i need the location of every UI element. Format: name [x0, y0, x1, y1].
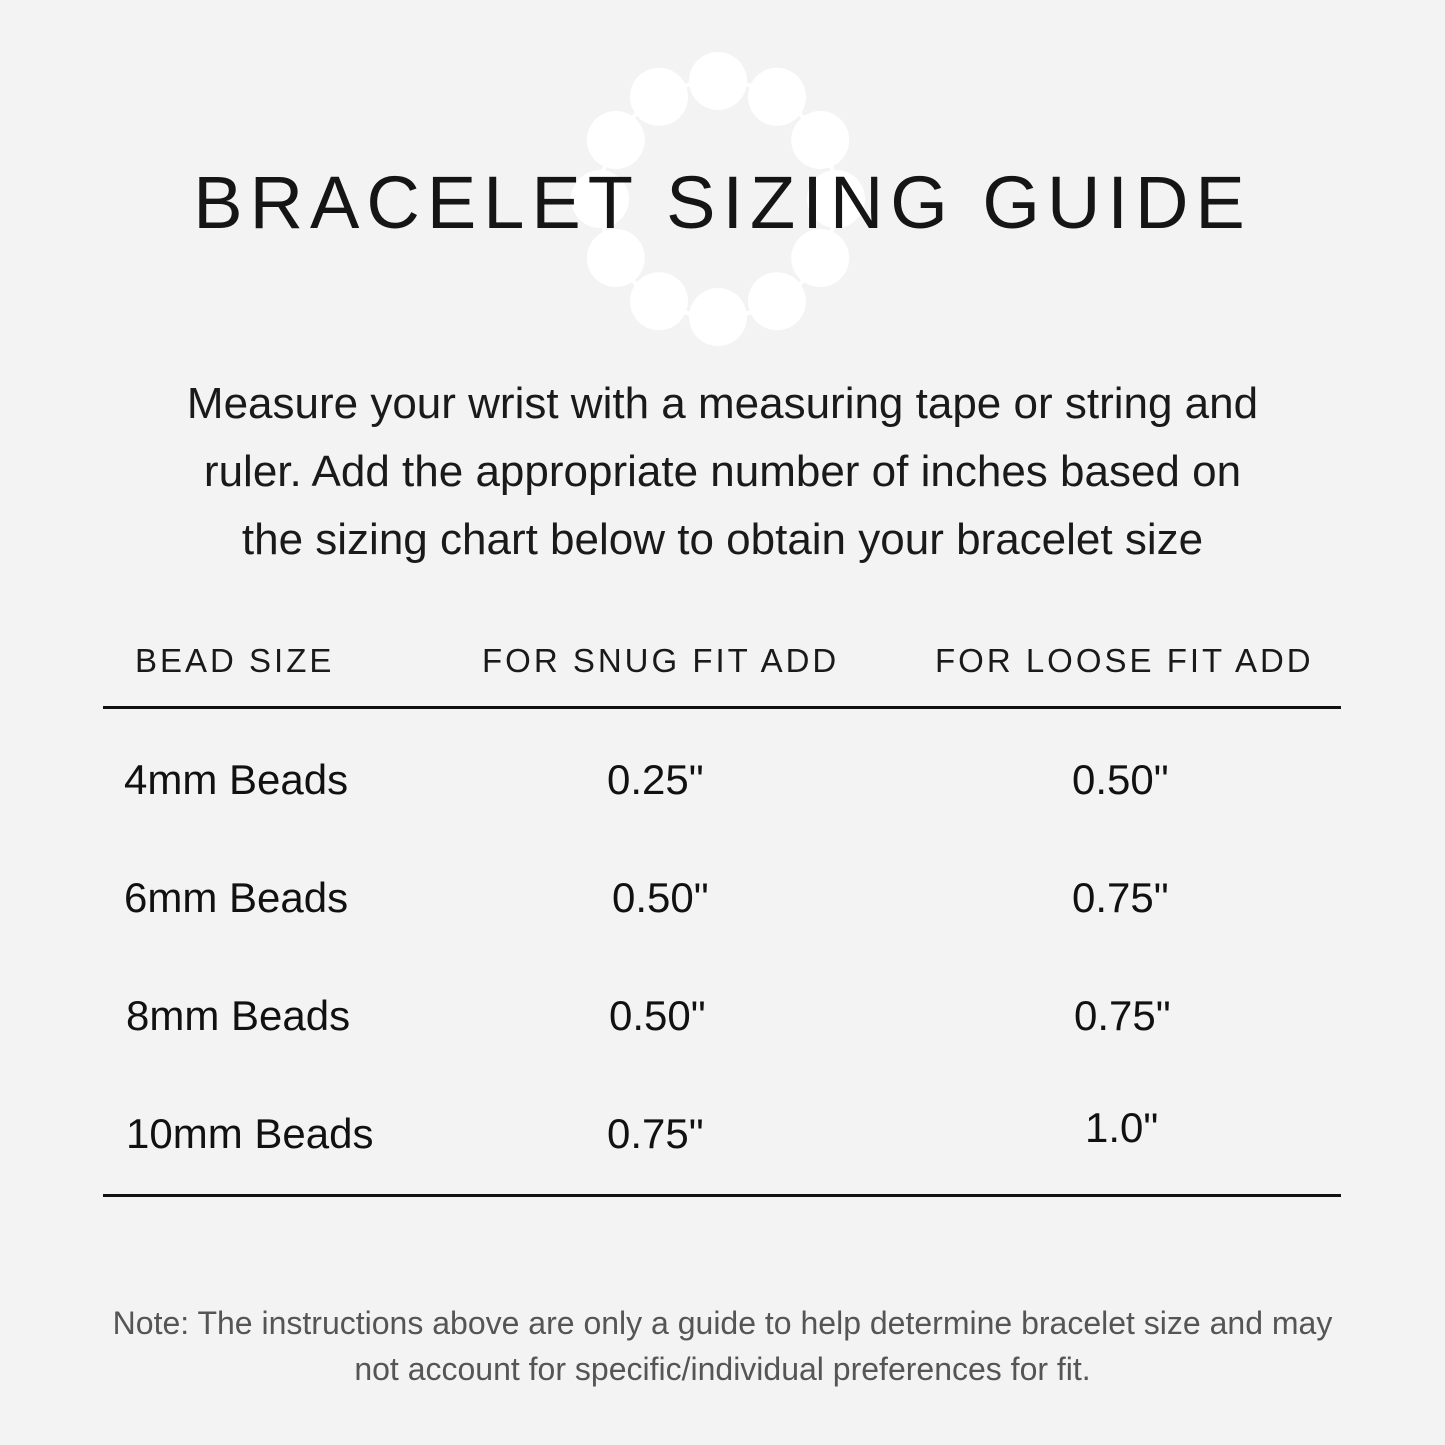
intro-line: Measure your wrist with a measuring tape…	[186, 379, 1259, 428]
loose-fit-cell: 0.50"	[1072, 756, 1169, 803]
header-bead-size: BEAD SIZE	[135, 642, 335, 679]
bead	[630, 272, 688, 331]
intro-text: Measure your wrist with a measuring tape…	[100, 370, 1345, 574]
bead	[689, 288, 747, 346]
bead-size-cell: 6mm Beads	[124, 874, 349, 921]
table-bottom-rule	[103, 1194, 1341, 1197]
bead-size-cell: 8mm Beads	[126, 992, 351, 1039]
intro-line: ruler. Add the appropriate number of inc…	[203, 447, 1242, 496]
snug-fit-cell: 0.75"	[607, 1110, 704, 1157]
header-loose-fit: FOR LOOSE FIT ADD	[935, 642, 1314, 679]
loose-fit-cell: 1.0"	[1085, 1104, 1159, 1151]
snug-fit-cell: 0.50"	[609, 992, 706, 1039]
table-top-rule	[103, 706, 1341, 709]
intro-line: the sizing chart below to obtain your br…	[241, 515, 1204, 564]
snug-fit-cell: 0.50"	[612, 874, 709, 921]
loose-fit-cell: 0.75"	[1074, 992, 1171, 1039]
bead	[807, 170, 865, 228]
bead	[748, 272, 806, 331]
bead	[586, 111, 645, 169]
header-snug-fit: FOR SNUG FIT ADD	[482, 642, 840, 679]
disclaimer-note: Note: The instructions above are only a …	[60, 1300, 1385, 1392]
bead-size-cell: 4mm Beads	[124, 756, 349, 803]
bead	[571, 170, 629, 228]
bead	[748, 67, 806, 126]
bead	[630, 67, 688, 126]
page-title: BRACELET SIZING GUIDE	[193, 161, 1252, 244]
bead	[791, 229, 850, 287]
loose-fit-cell: 0.75"	[1072, 874, 1169, 921]
bead-bracelet-icon	[571, 52, 865, 346]
note-line: Note: The instructions above are only a …	[112, 1305, 1333, 1341]
bead	[791, 111, 850, 169]
bead	[689, 52, 747, 110]
snug-fit-cell: 0.25"	[607, 756, 704, 803]
bead	[586, 229, 645, 287]
bead-size-cell: 10mm Beads	[126, 1110, 374, 1157]
note-line: not account for specific/individual pref…	[354, 1351, 1091, 1387]
